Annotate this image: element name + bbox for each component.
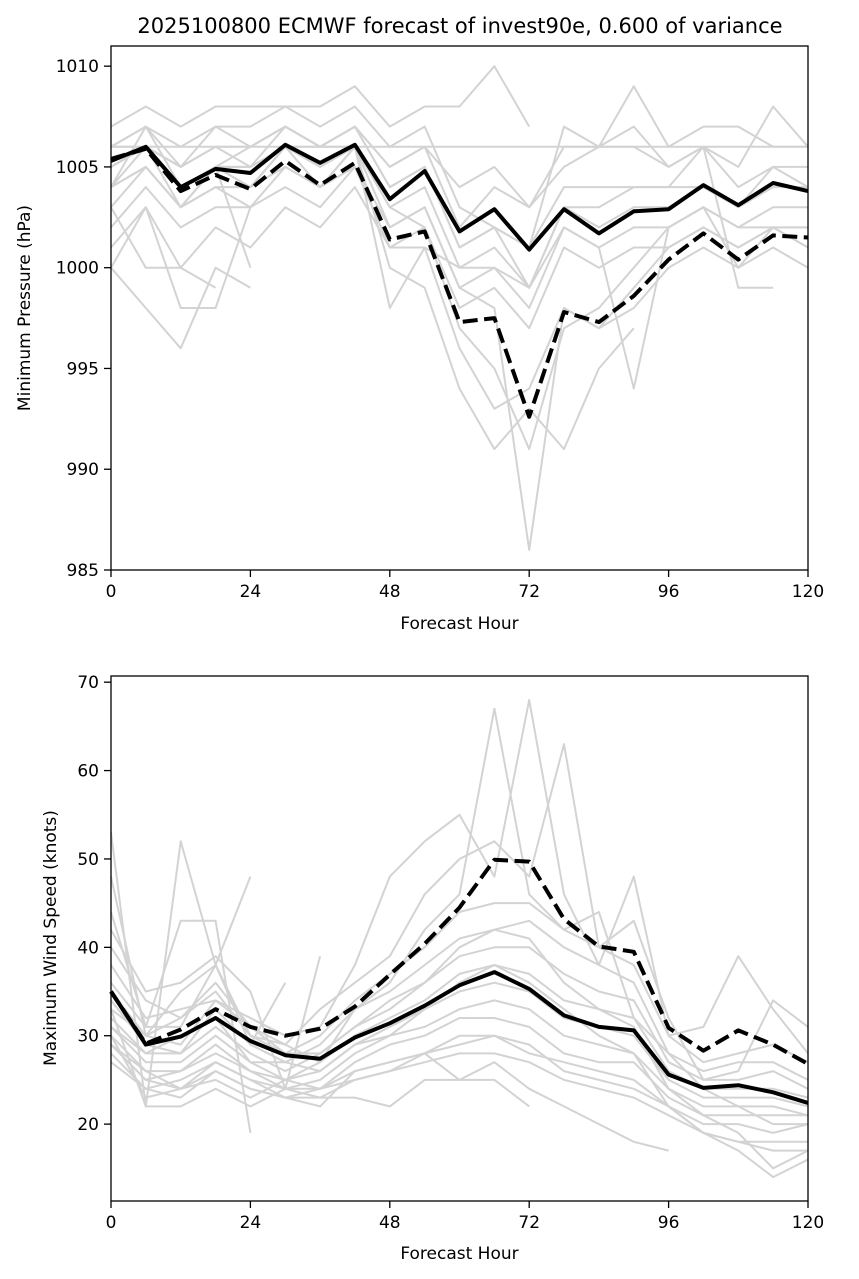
pressure-x-tick-label: 0 [106,582,117,602]
pressure-panel: 0 24 48 72 96 120 985 990 995 1000 1005 1010 Forec… [15,45,824,634]
wind-member-line-12 [110,981,809,1108]
pressure-y-tick-label: 1005 [56,158,99,178]
pressure-member-line-1 [110,65,531,128]
pressure-weighted-mean-line [110,146,809,419]
wind-y-tick-label: 30 [77,1027,99,1047]
wind-member-line-7 [110,743,809,1081]
pressure-x-tick-label: 48 [379,582,401,602]
wind-y-tick-label: 20 [77,1115,99,1135]
pressure-x-tick-label: 24 [240,582,262,602]
wind-x-tick-label: 96 [658,1213,680,1233]
pressure-y-axis-label: Minimum Pressure (hPa) [15,205,35,411]
pressure-y-tick-label: 995 [67,359,99,379]
chart-title: 2025100800 ECMWF forecast of invest90e, … [137,14,782,38]
wind-member-line-19 [110,928,809,1170]
wind-member-line-1 [110,832,287,1108]
pressure-y-tick-label: 1000 [56,259,99,279]
wind-member-line-13 [110,999,809,1117]
pressure-member-line-18 [110,125,809,289]
pressure-y-tick-label: 990 [67,460,99,480]
wind-member-line-5 [110,707,808,1126]
wind-y-ticks: 20 30 40 50 60 70 [77,673,111,1135]
pressure-axes-frame [110,45,809,571]
pressure-members [110,65,809,551]
pressure-member-line-15 [110,145,635,451]
wind-weighted-mean-line [109,857,809,1066]
pressure-y-tick-label: 1010 [56,57,99,77]
wind-member-line-21 [110,1052,808,1143]
wind-x-tick-label: 48 [379,1213,401,1233]
wind-member-line-10 [110,946,809,1090]
wind-y-tick-label: 40 [77,938,99,958]
wind-y-tick-label: 60 [77,762,99,782]
wind-ensemble-mean-line [109,970,809,1105]
wind-member-line-8 [110,902,809,1064]
pressure-series [110,142,809,419]
pressure-x-tick-label: 120 [792,582,824,602]
wind-x-tick-label: 24 [240,1213,262,1233]
wind-members [110,698,809,1179]
pressure-member-line-14 [110,165,809,410]
wind-member-line-20 [110,1034,809,1179]
wind-member-line-3 [110,911,252,1134]
pressure-x-axis-label: Forecast Hour [400,614,518,634]
pressure-x-ticks: 0 24 48 72 96 120 [106,570,824,602]
pressure-x-tick-label: 72 [518,582,540,602]
wind-x-tick-label: 120 [792,1213,824,1233]
wind-x-tick-label: 0 [106,1213,117,1233]
wind-axes-frame [110,675,809,1202]
pressure-member-line-19 [110,145,809,390]
wind-y-tick-label: 50 [77,850,99,870]
pressure-y-ticks: 985 990 995 1000 1005 1010 [56,57,111,581]
pressure-member-line-10 [110,206,217,289]
wind-member-line-16 [110,1008,669,1152]
pressure-member-line-9 [110,266,251,350]
wind-y-axis-label: Maximum Wind Speed (knots) [41,810,61,1066]
pressure-y-tick-label: 985 [67,561,99,581]
pressure-member-line-2 [110,85,808,249]
wind-x-axis-label: Forecast Hour [400,1244,518,1264]
wind-y-tick-label: 70 [77,673,99,693]
pressure-x-tick-label: 96 [658,582,680,602]
pressure-member-line-16 [110,125,774,289]
wind-x-tick-label: 72 [518,1213,540,1233]
pressure-ensemble-mean-line [110,142,809,252]
wind-series [109,857,809,1105]
wind-member-line-14 [110,1017,808,1117]
wind-x-ticks: 0 24 48 72 96 120 [106,1201,824,1233]
wind-member-line-9 [110,919,809,1081]
